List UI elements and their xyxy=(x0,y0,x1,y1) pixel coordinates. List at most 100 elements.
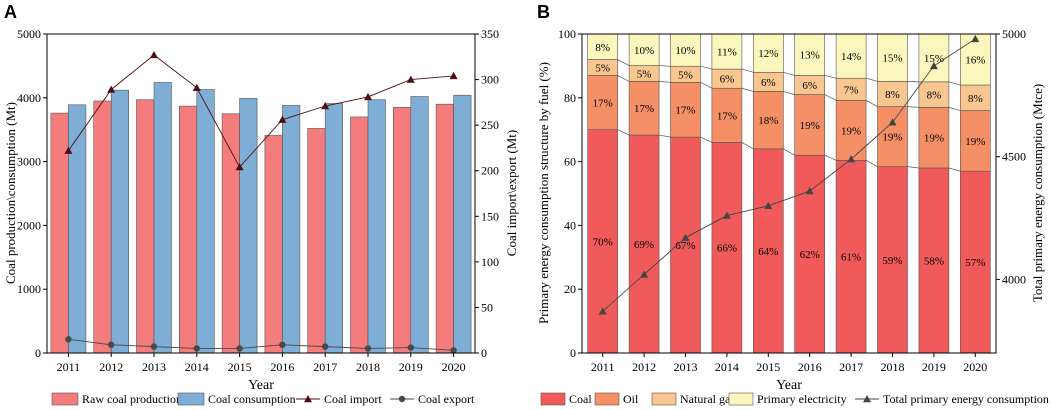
label-primary-electricity-2014: 11% xyxy=(717,47,737,59)
chart-a-legend: Raw coal production Coal consumption Coal … xyxy=(51,392,475,406)
chart-b-lines xyxy=(598,34,980,315)
label-oil-2018: 19% xyxy=(882,132,902,144)
point-coal-import-2016 xyxy=(278,115,287,123)
legend-label-primary-electricity: Primary electricity xyxy=(757,392,847,406)
point-coal-export-2012 xyxy=(108,341,115,348)
ytick-left-0: 0 xyxy=(35,346,41,360)
point-coal-export-2018 xyxy=(364,345,372,352)
label-primary-electricity-2019: 15% xyxy=(924,53,944,65)
ytick-right-350: 350 xyxy=(481,27,499,41)
bar-raw-coal-production-2016 xyxy=(264,135,283,354)
bar-coal-2018 xyxy=(877,166,908,354)
bar-raw-coal-production-2013 xyxy=(136,99,155,354)
ytick-left-4000: 4000 xyxy=(17,91,41,105)
label-coal-2017: 61% xyxy=(841,252,861,264)
bar-coal-consumption-2017 xyxy=(324,103,344,354)
label-natural-gas-2013: 5% xyxy=(678,69,693,81)
line-coal-import xyxy=(68,54,454,168)
label-oil-2020: 19% xyxy=(965,136,985,148)
chart-a-xlabel: Year xyxy=(248,378,274,393)
label-oil-2013: 17% xyxy=(675,105,695,117)
label-primary-electricity-2013: 10% xyxy=(675,45,695,57)
bar-raw-coal-production-2020 xyxy=(435,103,454,354)
bar-coal-2017 xyxy=(835,160,867,354)
bar-coal-2011 xyxy=(587,129,619,354)
label-primary-electricity-2011: 8% xyxy=(595,42,610,54)
b-xtick-2014: 2014 xyxy=(715,360,739,374)
bar-oil-2018 xyxy=(877,106,908,167)
xtick-2018: 2018 xyxy=(356,360,380,374)
point-coal-import-2019 xyxy=(406,75,415,83)
bar-raw-coal-production-2018 xyxy=(350,116,369,354)
bar-raw-coal-production-2011 xyxy=(50,112,69,354)
xtick-2011: 2011 xyxy=(57,360,81,374)
b-ytick-left-0: 0 xyxy=(570,346,576,360)
label-oil-2012: 17% xyxy=(634,103,654,115)
bar-coal-consumption-2012 xyxy=(110,89,129,354)
label-coal-2015: 64% xyxy=(758,246,778,258)
point-total-primary-energy-consumption-2015 xyxy=(764,201,773,209)
bar-primary-electricity-2020 xyxy=(959,33,991,86)
chart-b-legend: Coal Oil Natural gas Primary electricity Tot… xyxy=(540,392,1049,406)
chart-b-ylabel-left: Primary energy consumption structure by … xyxy=(536,62,551,324)
chart-a-plot-frame xyxy=(46,33,476,354)
chart-b-bars: 70% 69% 67% 66% 64% 62% 61% 59% 58% 57% 17% 17% 17% 1… xyxy=(587,33,991,354)
point-total-primary-energy-consumption-2012 xyxy=(640,270,649,278)
bar-raw-coal-production-2014 xyxy=(179,105,198,354)
xtick-2012: 2012 xyxy=(99,360,123,374)
bar-oil-2013 xyxy=(670,82,701,138)
label-natural-gas-2017: 7% xyxy=(844,84,859,96)
legend-marker-total-primary-energy-consumption xyxy=(863,395,871,403)
label-natural-gas-2016: 6% xyxy=(802,80,817,92)
point-coal-import-2020 xyxy=(449,71,458,80)
bar-primary-electricity-2018 xyxy=(877,33,908,82)
label-natural-gas-2012: 5% xyxy=(637,68,652,80)
chart-b: 70% 69% 67% 66% 64% 62% 61% 59% 58% 57% 17% 17% 17% 1… xyxy=(536,27,1049,406)
label-coal-2018: 59% xyxy=(882,255,902,267)
ytick-left-2000: 2000 xyxy=(17,218,41,232)
b-ytick-right-4000: 4000 xyxy=(1002,272,1026,286)
point-coal-export-2019 xyxy=(407,344,414,351)
label-coal-2012: 69% xyxy=(634,239,654,251)
label-natural-gas-2019: 8% xyxy=(927,90,942,102)
b-ytick-left-60: 60 xyxy=(564,155,576,169)
label-oil-2015: 18% xyxy=(758,115,778,127)
panel-a-letter: A xyxy=(4,2,17,22)
ytick-right-150: 150 xyxy=(481,209,499,223)
ytick-right-300: 300 xyxy=(481,73,499,87)
bar-coal-2014 xyxy=(711,142,743,354)
line-coal-export xyxy=(68,338,454,351)
bar-oil-2019 xyxy=(918,107,950,169)
point-total-primary-energy-consumption-2018 xyxy=(888,118,897,126)
legend-label-coal: Coal xyxy=(569,392,592,406)
label-oil-2016: 19% xyxy=(800,120,820,132)
xtick-2014: 2014 xyxy=(185,360,209,374)
legend-swatch-raw-coal-production xyxy=(51,392,79,406)
point-coal-export-2016 xyxy=(279,341,286,348)
b-ytick-left-40: 40 xyxy=(564,218,576,232)
bar-primary-electricity-2014 xyxy=(711,33,743,70)
panel-b-letter: B xyxy=(537,2,550,22)
legend-label-coal-consumption: Coal consumption xyxy=(208,392,296,406)
legend-swatch-coal-consumption xyxy=(177,392,205,406)
legend-marker-coal-import xyxy=(304,395,312,403)
bar-coal-consumption-2015 xyxy=(239,98,258,354)
legend-swatch-coal xyxy=(540,392,566,406)
bar-coal-2013 xyxy=(670,136,701,354)
label-primary-electricity-2015: 12% xyxy=(758,48,778,60)
b-xtick-2015: 2015 xyxy=(756,360,780,374)
b-xtick-2012: 2012 xyxy=(632,360,656,374)
bar-coal-2019 xyxy=(918,167,950,354)
ytick-left-1000: 1000 xyxy=(17,282,41,296)
b-ytick-right-4500: 4500 xyxy=(1002,150,1026,164)
bar-coal-consumption-2013 xyxy=(153,82,172,354)
line-total-primary-energy-consumption xyxy=(602,38,976,312)
label-primary-electricity-2017: 14% xyxy=(841,51,861,63)
xtick-2019: 2019 xyxy=(399,360,423,374)
b-xtick-2016: 2016 xyxy=(798,360,822,374)
bar-coal-consumption-2014 xyxy=(196,89,215,354)
xtick-2017: 2017 xyxy=(313,360,337,374)
bar-coal-2012 xyxy=(628,134,660,354)
label-coal-2020: 57% xyxy=(965,257,985,269)
bar-coal-consumption-2019 xyxy=(410,96,429,354)
